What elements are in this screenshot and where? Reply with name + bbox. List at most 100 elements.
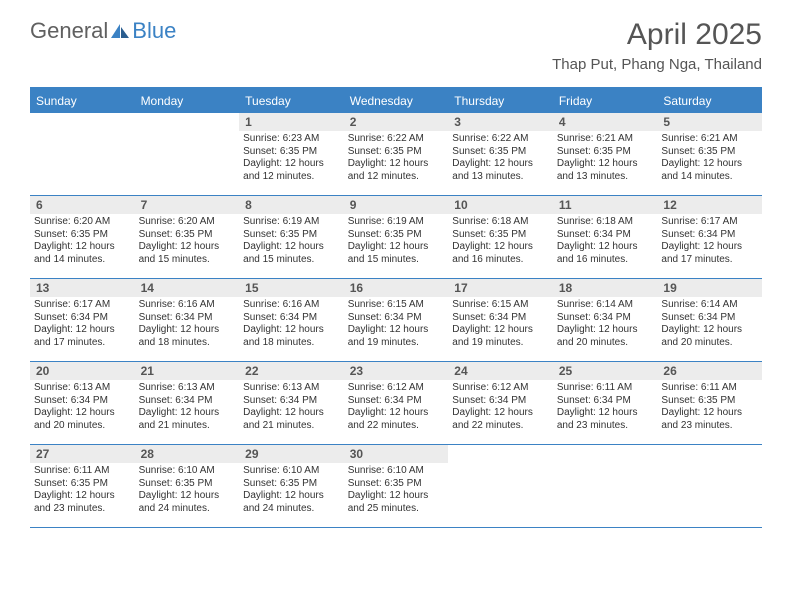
day-cell: 6 Sunrise: 6:20 AMSunset: 6:35 PMDaylight… <box>30 196 135 278</box>
day-info: Sunrise: 6:17 AMSunset: 6:34 PMDaylight:… <box>661 216 758 266</box>
day-cell: 26 Sunrise: 6:11 AMSunset: 6:35 PMDayligh… <box>657 362 762 444</box>
day-number: 4 <box>553 113 658 131</box>
day-info: Sunrise: 6:16 AMSunset: 6:34 PMDaylight:… <box>243 299 340 349</box>
day-number: 20 <box>30 362 135 380</box>
weekday-header: Friday <box>553 89 658 113</box>
day-cell: 16Sunrise: 6:15 AMSunset: 6:34 PMDayligh… <box>344 279 449 361</box>
day-cell: 3 Sunrise: 6:22 AMSunset: 6:35 PMDaylight… <box>448 113 553 195</box>
day-info: Sunrise: 6:13 AMSunset: 6:34 PMDaylight:… <box>243 382 340 432</box>
day-cell: 27 Sunrise: 6:11 AMSunset: 6:35 PMDayligh… <box>30 445 135 527</box>
location-text: Thap Put, Phang Nga, Thailand <box>552 56 762 73</box>
day-number: 15 <box>239 279 344 297</box>
day-info: Sunrise: 6:14 AMSunset: 6:34 PMDaylight:… <box>557 299 654 349</box>
day-number: 7 <box>135 196 240 214</box>
day-cell: 13 Sunrise: 6:17 AMSunset: 6:34 PMDayligh… <box>30 279 135 361</box>
header: General Blue April 2025 Thap Put, Phang … <box>0 0 792 79</box>
day-info: Sunrise: 6:10 AMSunset: 6:35 PMDaylight:… <box>348 465 445 515</box>
weekday-header: Tuesday <box>239 89 344 113</box>
day-cell: 10 Sunrise: 6:18 AMSunset: 6:35 PMDayligh… <box>448 196 553 278</box>
day-info: Sunrise: 6:14 AMSunset: 6:34 PMDaylight:… <box>661 299 758 349</box>
day-cell: 15 Sunrise: 6:16 AMSunset: 6:34 PMDayligh… <box>239 279 344 361</box>
weeks-container: ..1Sunrise: 6:23 AMSunset: 6:35 PMDaylig… <box>30 113 762 528</box>
day-info: Sunrise: 6:15 AMSunset: 6:34 PMDaylight:… <box>452 299 549 349</box>
day-number: 16 <box>344 279 449 297</box>
day-info: Sunrise: 6:22 AMSunset: 6:35 PMDaylight:… <box>452 133 549 183</box>
week-row: 27 Sunrise: 6:11 AMSunset: 6:35 PMDayligh… <box>30 445 762 528</box>
day-number: 23 <box>344 362 449 380</box>
day-info: Sunrise: 6:18 AMSunset: 6:34 PMDaylight:… <box>557 216 654 266</box>
day-cell: . <box>657 445 762 527</box>
day-number: 13 <box>30 279 135 297</box>
day-number: 3 <box>448 113 553 131</box>
day-cell: . <box>448 445 553 527</box>
day-number: 9 <box>344 196 449 214</box>
day-number: 27 <box>30 445 135 463</box>
day-info: Sunrise: 6:23 AMSunset: 6:35 PMDaylight:… <box>243 133 340 183</box>
day-info: Sunrise: 6:19 AMSunset: 6:35 PMDaylight:… <box>348 216 445 266</box>
day-info: Sunrise: 6:18 AMSunset: 6:35 PMDaylight:… <box>452 216 549 266</box>
day-number: 22 <box>239 362 344 380</box>
day-cell: 25Sunrise: 6:11 AMSunset: 6:34 PMDayligh… <box>553 362 658 444</box>
weekday-header: Wednesday <box>344 89 449 113</box>
day-cell: 2 Sunrise: 6:22 AMSunset: 6:35 PMDaylight… <box>344 113 449 195</box>
day-cell: 12 Sunrise: 6:17 AMSunset: 6:34 PMDayligh… <box>657 196 762 278</box>
day-info: Sunrise: 6:10 AMSunset: 6:35 PMDaylight:… <box>139 465 236 515</box>
day-number: 14 <box>135 279 240 297</box>
week-row: 6Sunrise: 6:20 AMSunset: 6:35 PMDaylight… <box>30 196 762 279</box>
day-number: 18 <box>553 279 658 297</box>
day-number: 5 <box>657 113 762 131</box>
calendar: SundayMondayTuesdayWednesdayThursdayFrid… <box>30 87 762 528</box>
day-info: Sunrise: 6:21 AMSunset: 6:35 PMDaylight:… <box>557 133 654 183</box>
day-info: Sunrise: 6:20 AMSunset: 6:35 PMDaylight:… <box>139 216 236 266</box>
day-info: Sunrise: 6:10 AMSunset: 6:35 PMDaylight:… <box>243 465 340 515</box>
day-cell: 19 Sunrise: 6:14 AMSunset: 6:34 PMDayligh… <box>657 279 762 361</box>
day-info: Sunrise: 6:17 AMSunset: 6:34 PMDaylight:… <box>34 299 131 349</box>
day-number: 6 <box>30 196 135 214</box>
day-cell: 23 Sunrise: 6:12 AMSunset: 6:34 PMDayligh… <box>344 362 449 444</box>
day-cell: 30Sunrise: 6:10 AMSunset: 6:35 PMDayligh… <box>344 445 449 527</box>
day-number: 19 <box>657 279 762 297</box>
day-number: 10 <box>448 196 553 214</box>
logo-sail-icon <box>110 23 130 39</box>
day-number: 12 <box>657 196 762 214</box>
day-cell: 18 Sunrise: 6:14 AMSunset: 6:34 PMDayligh… <box>553 279 658 361</box>
weekday-header: Thursday <box>448 89 553 113</box>
day-info: Sunrise: 6:11 AMSunset: 6:35 PMDaylight:… <box>34 465 131 515</box>
logo-text-blue: Blue <box>132 18 176 44</box>
day-cell: 21Sunrise: 6:13 AMSunset: 6:34 PMDayligh… <box>135 362 240 444</box>
weekday-header: Sunday <box>30 89 135 113</box>
day-info: Sunrise: 6:21 AMSunset: 6:35 PMDaylight:… <box>661 133 758 183</box>
day-cell: 14 Sunrise: 6:16 AMSunset: 6:34 PMDayligh… <box>135 279 240 361</box>
day-info: Sunrise: 6:12 AMSunset: 6:34 PMDaylight:… <box>452 382 549 432</box>
day-info: Sunrise: 6:13 AMSunset: 6:34 PMDaylight:… <box>34 382 131 432</box>
day-info: Sunrise: 6:22 AMSunset: 6:35 PMDaylight:… <box>348 133 445 183</box>
day-cell: 28Sunrise: 6:10 AMSunset: 6:35 PMDayligh… <box>135 445 240 527</box>
day-info: Sunrise: 6:12 AMSunset: 6:34 PMDaylight:… <box>348 382 445 432</box>
day-cell: 24Sunrise: 6:12 AMSunset: 6:34 PMDayligh… <box>448 362 553 444</box>
day-cell: 20 Sunrise: 6:13 AMSunset: 6:34 PMDayligh… <box>30 362 135 444</box>
day-cell: 7 Sunrise: 6:20 AMSunset: 6:35 PMDaylight… <box>135 196 240 278</box>
day-info: Sunrise: 6:16 AMSunset: 6:34 PMDaylight:… <box>139 299 236 349</box>
week-row: 13 Sunrise: 6:17 AMSunset: 6:34 PMDayligh… <box>30 279 762 362</box>
month-title: April 2025 <box>552 18 762 52</box>
day-info: Sunrise: 6:20 AMSunset: 6:35 PMDaylight:… <box>34 216 131 266</box>
weekday-header-row: SundayMondayTuesdayWednesdayThursdayFrid… <box>30 89 762 113</box>
day-cell: 9 Sunrise: 6:19 AMSunset: 6:35 PMDaylight… <box>344 196 449 278</box>
day-number: 11 <box>553 196 658 214</box>
day-info: Sunrise: 6:11 AMSunset: 6:35 PMDaylight:… <box>661 382 758 432</box>
logo: General Blue <box>30 18 176 44</box>
day-cell: 8Sunrise: 6:19 AMSunset: 6:35 PMDaylight… <box>239 196 344 278</box>
day-number: 17 <box>448 279 553 297</box>
day-number: 2 <box>344 113 449 131</box>
logo-text-general: General <box>30 18 108 44</box>
day-info: Sunrise: 6:11 AMSunset: 6:34 PMDaylight:… <box>557 382 654 432</box>
day-cell: 11 Sunrise: 6:18 AMSunset: 6:34 PMDayligh… <box>553 196 658 278</box>
day-cell: . <box>135 113 240 195</box>
day-number: 26 <box>657 362 762 380</box>
week-row: ..1Sunrise: 6:23 AMSunset: 6:35 PMDaylig… <box>30 113 762 196</box>
day-cell: . <box>30 113 135 195</box>
day-info: Sunrise: 6:13 AMSunset: 6:34 PMDaylight:… <box>139 382 236 432</box>
weekday-header: Monday <box>135 89 240 113</box>
day-cell: . <box>553 445 658 527</box>
week-row: 20Sunrise: 6:13 AMSunset: 6:34 PMDayligh… <box>30 362 762 445</box>
